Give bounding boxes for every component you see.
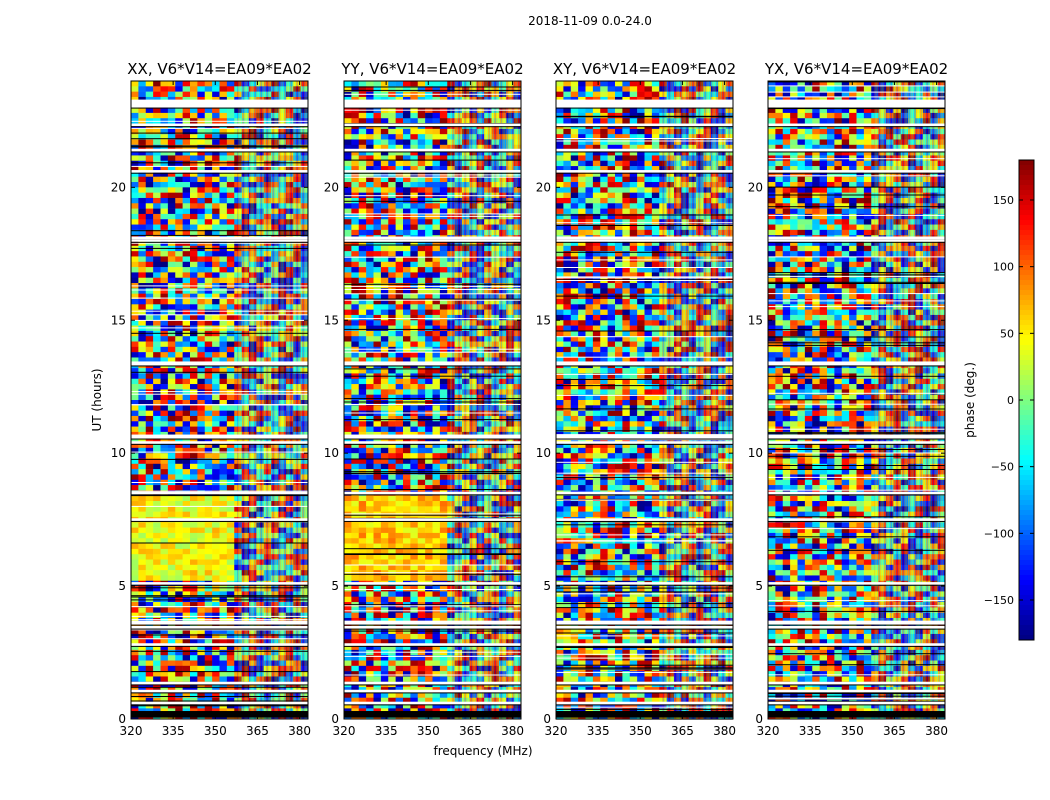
x-tick-label: 365 xyxy=(671,724,694,738)
panel-yx: YX, V6*V14=EA09*EA02 320 335 350 365 380 0 5 10 1… xyxy=(748,60,948,738)
x-tick-label: 350 xyxy=(841,724,864,738)
y-tick-label: 10 xyxy=(748,446,763,460)
x-tick-label: 320 xyxy=(545,724,568,738)
y-tick-label: 5 xyxy=(543,579,551,593)
x-tick-label: 350 xyxy=(204,724,227,738)
x-tick-label: 365 xyxy=(459,724,482,738)
panel-xx: XX, V6*V14=EA09*EA02 320 335 350 365 380 0 5 10 1… xyxy=(111,60,312,738)
y-tick-label: 10 xyxy=(111,446,126,460)
x-tick-label: 335 xyxy=(162,724,185,738)
y-tick-label: 5 xyxy=(755,579,763,593)
x-tick-label: 335 xyxy=(375,724,398,738)
colorbar-tick-label: −150 xyxy=(984,594,1014,607)
panel-yy: YY, V6*V14=EA09*EA02 320 335 350 365 380 0 5 10 1… xyxy=(324,60,524,738)
panel-title-yx: YX, V6*V14=EA09*EA02 xyxy=(764,60,948,78)
x-tick-label: 335 xyxy=(587,724,610,738)
x-tick-label: 320 xyxy=(120,724,143,738)
y-tick-label: 20 xyxy=(324,180,339,194)
x-tick-label: 335 xyxy=(799,724,822,738)
figure-title: 2018-11-09 0.0-24.0 xyxy=(528,14,652,28)
y-tick-label: 20 xyxy=(536,180,551,194)
y-tick-label: 20 xyxy=(111,180,126,194)
panel-title-yy: YY, V6*V14=EA09*EA02 xyxy=(340,60,523,78)
y-tick-label: 0 xyxy=(118,712,126,726)
y-tick-label: 10 xyxy=(324,446,339,460)
y-tick-label: 0 xyxy=(331,712,339,726)
panel-xy: XY, V6*V14=EA09*EA02 320 335 350 365 380 0 5 10 1… xyxy=(536,60,736,738)
x-tick-label: 365 xyxy=(246,724,269,738)
colorbar-tick-label: 50 xyxy=(1000,327,1014,340)
x-tick-label: 365 xyxy=(883,724,906,738)
y-tick-label: 0 xyxy=(755,712,763,726)
colorbar-tick-label: 0 xyxy=(1007,394,1014,407)
x-tick-label: 380 xyxy=(288,724,311,738)
x-tick-label: 320 xyxy=(333,724,356,738)
y-tick-label: 15 xyxy=(536,313,551,327)
y-tick-label: 20 xyxy=(748,180,763,194)
colorbar-tick-label: 150 xyxy=(993,194,1014,207)
y-tick-label: 5 xyxy=(331,579,339,593)
panel-title-xy: XY, V6*V14=EA09*EA02 xyxy=(553,60,736,78)
panel-title-xx: XX, V6*V14=EA09*EA02 xyxy=(127,60,311,78)
colorbar-label: phase (deg.) xyxy=(963,362,977,438)
y-tick-label: 0 xyxy=(543,712,551,726)
y-tick-label: 5 xyxy=(118,579,126,593)
y-tick-label: 10 xyxy=(536,446,551,460)
x-tick-label: 350 xyxy=(629,724,652,738)
y-tick-label: 15 xyxy=(324,313,339,327)
colorbar: −150 −100 −50 0 50 100 150 phase (deg.) xyxy=(963,159,1035,641)
colorbar-tick-label: −50 xyxy=(991,461,1014,474)
x-tick-label: 380 xyxy=(501,724,524,738)
colorbar-tick-label: −100 xyxy=(984,527,1014,540)
y-tick-label: 15 xyxy=(748,313,763,327)
x-tick-label: 380 xyxy=(925,724,948,738)
y-tick-label: 15 xyxy=(111,313,126,327)
colorbar-tick-label: 100 xyxy=(993,261,1014,274)
x-tick-label: 350 xyxy=(417,724,440,738)
x-axis-label: frequency (MHz) xyxy=(433,744,532,758)
y-axis-label: UT (hours) xyxy=(90,368,104,431)
x-tick-label: 320 xyxy=(757,724,780,738)
x-tick-label: 380 xyxy=(713,724,736,738)
